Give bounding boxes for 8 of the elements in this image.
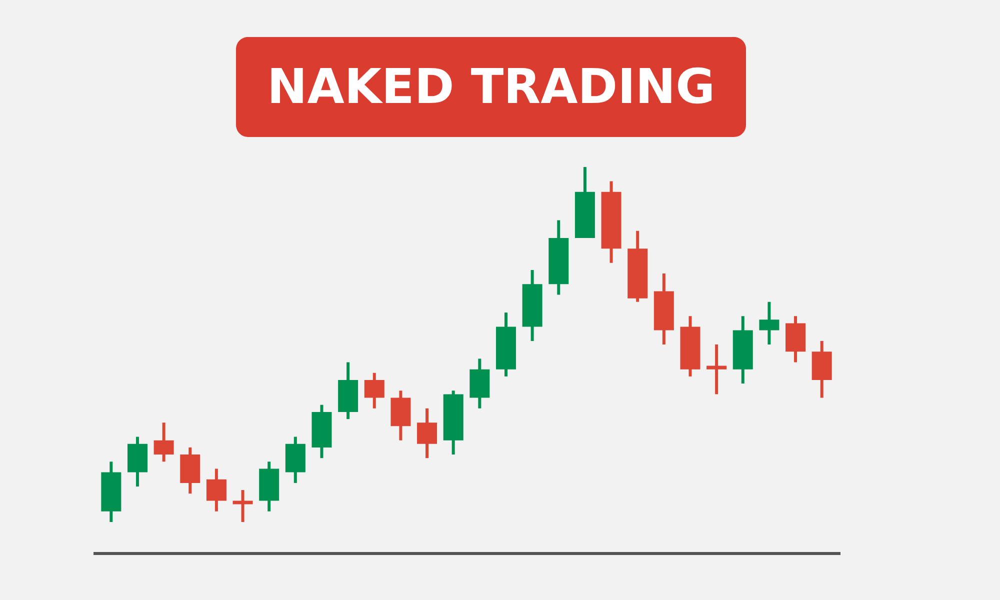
chart-title: NAKED TRADING [267,59,715,115]
candlestick [206,468,226,512]
candlestick [417,408,438,458]
candlestick [706,344,727,394]
candlestick [364,372,384,408]
candlestick [232,490,253,522]
candlestick [154,422,174,462]
candlestick [759,302,780,344]
